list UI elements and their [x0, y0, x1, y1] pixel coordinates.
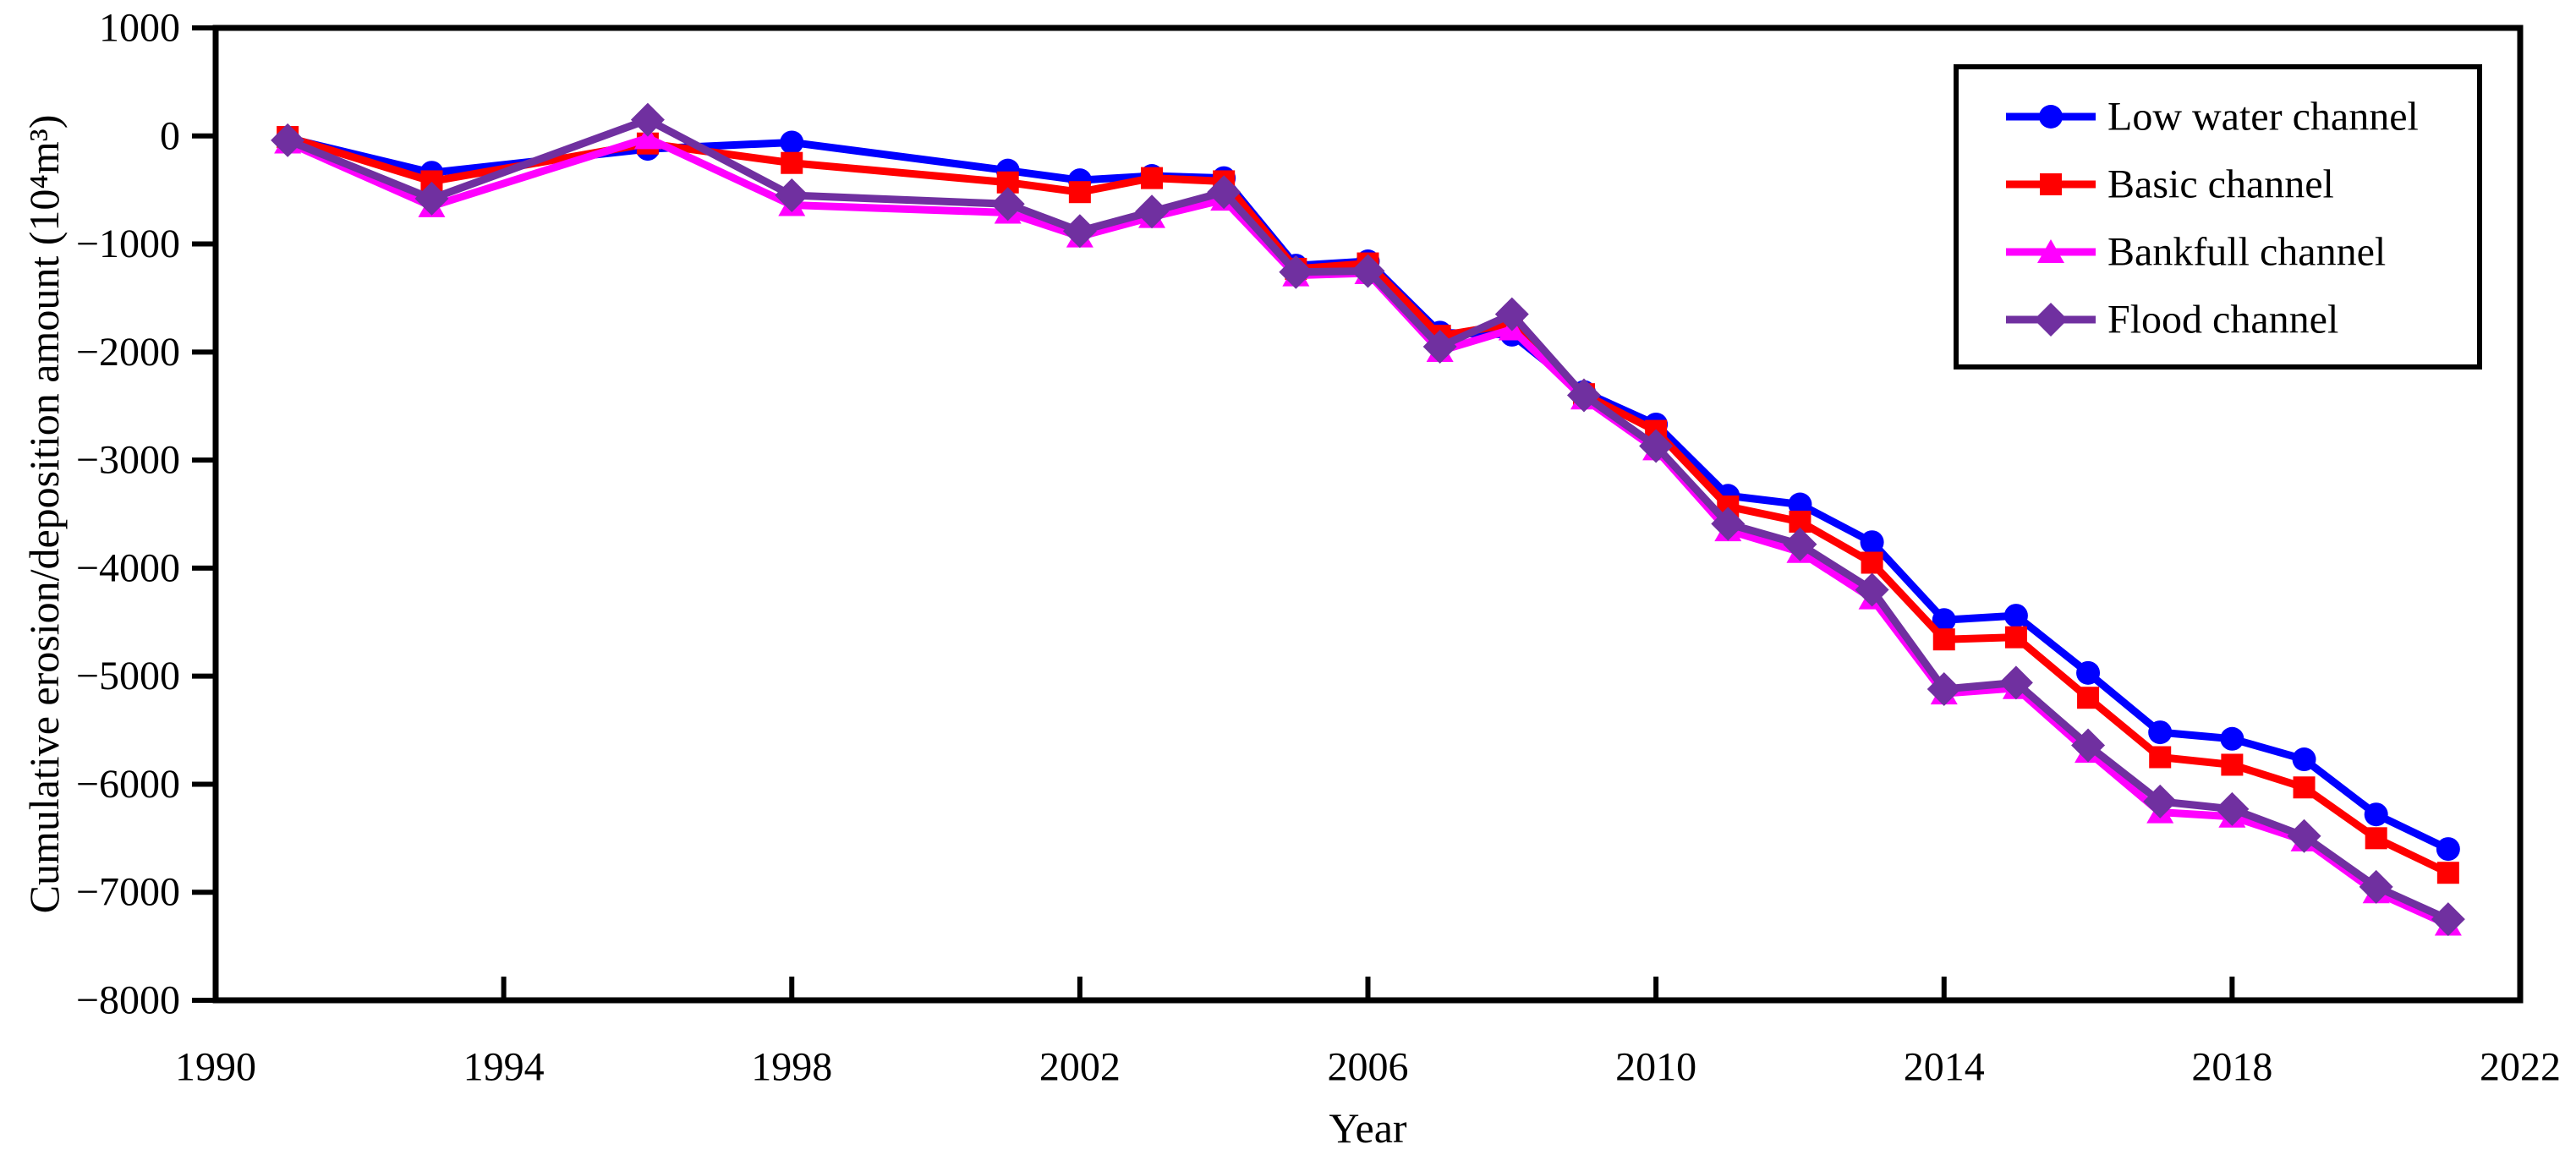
marker-flood-channel-1991 [271, 123, 305, 157]
marker-basic-channel-2017 [2149, 746, 2172, 769]
y-tick-label: −3000 [76, 438, 180, 483]
marker-flood-channel-2017 [2143, 784, 2178, 818]
x-tick-label: 2010 [1615, 1045, 1696, 1090]
x-tick-label: 2014 [1904, 1045, 1985, 1090]
marker-basic-channel-2002 [1068, 181, 1091, 204]
marker-flood-channel-1993 [414, 181, 449, 216]
y-tick-label: 0 [160, 113, 180, 158]
y-tick-label: −1000 [76, 222, 180, 266]
marker-basic-channel-2019 [2293, 776, 2316, 799]
marker-flood-channel-2004 [1207, 175, 1241, 210]
marker-flood-channel-2012 [1783, 527, 1817, 561]
marker-flood-channel-2015 [1998, 665, 2033, 700]
marker-flood-channel-2007 [1422, 329, 1457, 364]
marker-flood-channel-2021 [2431, 902, 2465, 937]
marker-flood-channel-2014 [1927, 672, 1961, 706]
marker-low-water-channel-2019 [2292, 747, 2316, 772]
series-markers-flood-channel [271, 102, 2465, 937]
marker-basic-channel-2013 [1861, 551, 1883, 574]
y-tick-label: −4000 [76, 545, 180, 590]
marker-flood-channel-2001 [990, 187, 1025, 222]
series-flood-channel [271, 102, 2465, 937]
x-tick-label: 1998 [751, 1045, 832, 1090]
y-tick-label: −8000 [76, 978, 180, 1023]
marker-basic-channel-2014 [1932, 628, 1955, 651]
y-tick-label: −7000 [76, 870, 180, 915]
legend-entry-flood-channel: Flood channel [2006, 298, 2338, 342]
legend-marker-square-icon [2040, 173, 2062, 195]
marker-low-water-channel-2015 [2003, 604, 2028, 628]
legend-marker-circle-icon [2039, 105, 2063, 129]
marker-flood-channel-2009 [1566, 378, 1601, 413]
y-tick-label: −6000 [76, 762, 180, 807]
legend-entry-bankfull-channel: Bankfull channel [2006, 230, 2386, 275]
x-tick-label: 2022 [2480, 1045, 2561, 1090]
marker-low-water-channel-2014 [1932, 608, 1956, 632]
marker-flood-channel-2019 [2287, 818, 2321, 853]
marker-flood-channel-2008 [1494, 297, 1529, 331]
marker-basic-channel-2003 [1141, 167, 1164, 189]
x-tick-label: 2018 [2191, 1045, 2272, 1090]
marker-basic-channel-1998 [781, 151, 803, 174]
marker-basic-channel-2015 [2004, 626, 2027, 649]
marker-low-water-channel-2018 [2220, 726, 2244, 751]
legend-entry-basic-channel: Basic channel [2006, 162, 2334, 207]
marker-flood-channel-2002 [1062, 214, 1097, 249]
legend-marker-diamond-icon [2034, 303, 2068, 337]
marker-bankfull-channel-1996 [633, 125, 661, 150]
x-tick-label: 1994 [463, 1045, 545, 1090]
marker-flood-channel-2003 [1135, 194, 1170, 229]
marker-low-water-channel-2013 [1860, 530, 1884, 555]
y-axis: 1000 0 −1000 −2000 −3000 −4000 −5000 −6000 −7000… [76, 6, 216, 1023]
legend-entry-low-water-channel: Low water channel [2006, 95, 2419, 140]
marker-flood-channel-2016 [2071, 728, 2106, 763]
marker-flood-channel-2018 [2215, 791, 2250, 826]
y-tick-label: −2000 [76, 330, 180, 375]
marker-basic-channel-2018 [2221, 753, 2244, 776]
marker-flood-channel-1996 [630, 102, 665, 137]
marker-low-water-channel-1998 [780, 130, 804, 155]
marker-flood-channel-2010 [1639, 429, 1674, 463]
marker-basic-channel-2020 [2365, 827, 2387, 850]
marker-flood-channel-2013 [1855, 572, 1889, 607]
x-axis-title: Year [1329, 1104, 1406, 1152]
legend: Low water channel Basic channel Bankfull c… [1954, 64, 2482, 370]
legend-label: Low water channel [2107, 95, 2419, 140]
legend-label: Flood channel [2107, 298, 2338, 342]
y-tick-label: 1000 [99, 6, 180, 51]
marker-basic-channel-2016 [2077, 687, 2100, 709]
marker-low-water-channel-2016 [2076, 660, 2101, 685]
y-tick-label: −5000 [76, 654, 180, 698]
marker-basic-channel-2021 [2436, 862, 2459, 884]
legend-marker-triangle-up-icon [2037, 239, 2064, 263]
x-tick-label: 2002 [1039, 1045, 1121, 1090]
marker-flood-channel-2006 [1351, 254, 1385, 288]
x-axis: 1990 1994 1998 2002 2006 2010 2014 2018 2022 [175, 977, 2561, 1090]
marker-low-water-channel-2020 [2364, 802, 2388, 827]
x-tick-label: 2006 [1328, 1045, 1409, 1090]
marker-flood-channel-1998 [775, 178, 809, 213]
marker-flood-channel-2020 [2359, 869, 2393, 904]
marker-flood-channel-2005 [1279, 255, 1313, 289]
y-axis-title: Cumulative erosion/deposition amount (10… [20, 115, 68, 914]
marker-low-water-channel-2017 [2148, 720, 2173, 745]
marker-low-water-channel-2021 [2436, 837, 2460, 862]
legend-label: Basic channel [2107, 162, 2334, 207]
marker-low-water-channel-2012 [1788, 492, 1812, 517]
x-tick-label: 1990 [175, 1045, 256, 1090]
legend-label: Bankfull channel [2107, 230, 2386, 275]
marker-flood-channel-2011 [1711, 506, 1746, 541]
